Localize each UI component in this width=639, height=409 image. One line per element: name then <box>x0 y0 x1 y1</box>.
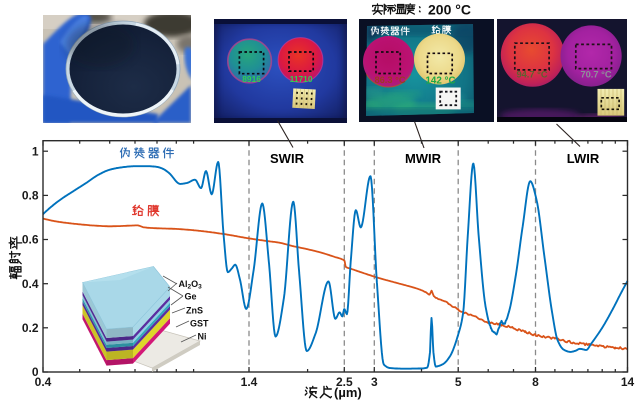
svg-text:Ni: Ni <box>198 332 207 342</box>
svg-text:8916: 8916 <box>242 74 261 84</box>
svg-text:86.3 °C: 86.3 °C <box>374 75 405 85</box>
svg-text:ZnS: ZnS <box>186 306 203 316</box>
svg-text:0.4: 0.4 <box>22 277 39 291</box>
svg-text:2.5: 2.5 <box>336 375 353 389</box>
svg-text:(µm): (µm) <box>334 385 362 400</box>
svg-text:0.8: 0.8 <box>22 189 39 203</box>
svg-text:0: 0 <box>32 365 39 379</box>
svg-text:GST: GST <box>190 319 209 329</box>
svg-text:14: 14 <box>621 375 635 389</box>
svg-text:142 °C: 142 °C <box>425 76 455 87</box>
svg-text:200 °C: 200 °C <box>428 1 471 17</box>
svg-text:5: 5 <box>455 375 462 389</box>
svg-text:0.2: 0.2 <box>22 321 39 335</box>
svg-text:3: 3 <box>371 375 378 389</box>
svg-text:0.4: 0.4 <box>35 375 52 389</box>
svg-text:SWIR: SWIR <box>270 151 305 166</box>
svg-text:94.7 °C: 94.7 °C <box>516 70 547 80</box>
svg-text:1: 1 <box>32 144 39 158</box>
svg-text:LWIR: LWIR <box>567 151 600 166</box>
svg-text:0.6: 0.6 <box>22 233 39 247</box>
svg-text:70.7 °C: 70.7 °C <box>580 70 611 80</box>
svg-text:8: 8 <box>532 375 539 389</box>
svg-text:Al2O3: Al2O3 <box>179 279 203 291</box>
svg-text:Ge: Ge <box>185 292 197 302</box>
svg-text:1.4: 1.4 <box>241 375 258 389</box>
svg-text:11710: 11710 <box>290 74 313 84</box>
svg-text:MWIR: MWIR <box>405 151 442 166</box>
